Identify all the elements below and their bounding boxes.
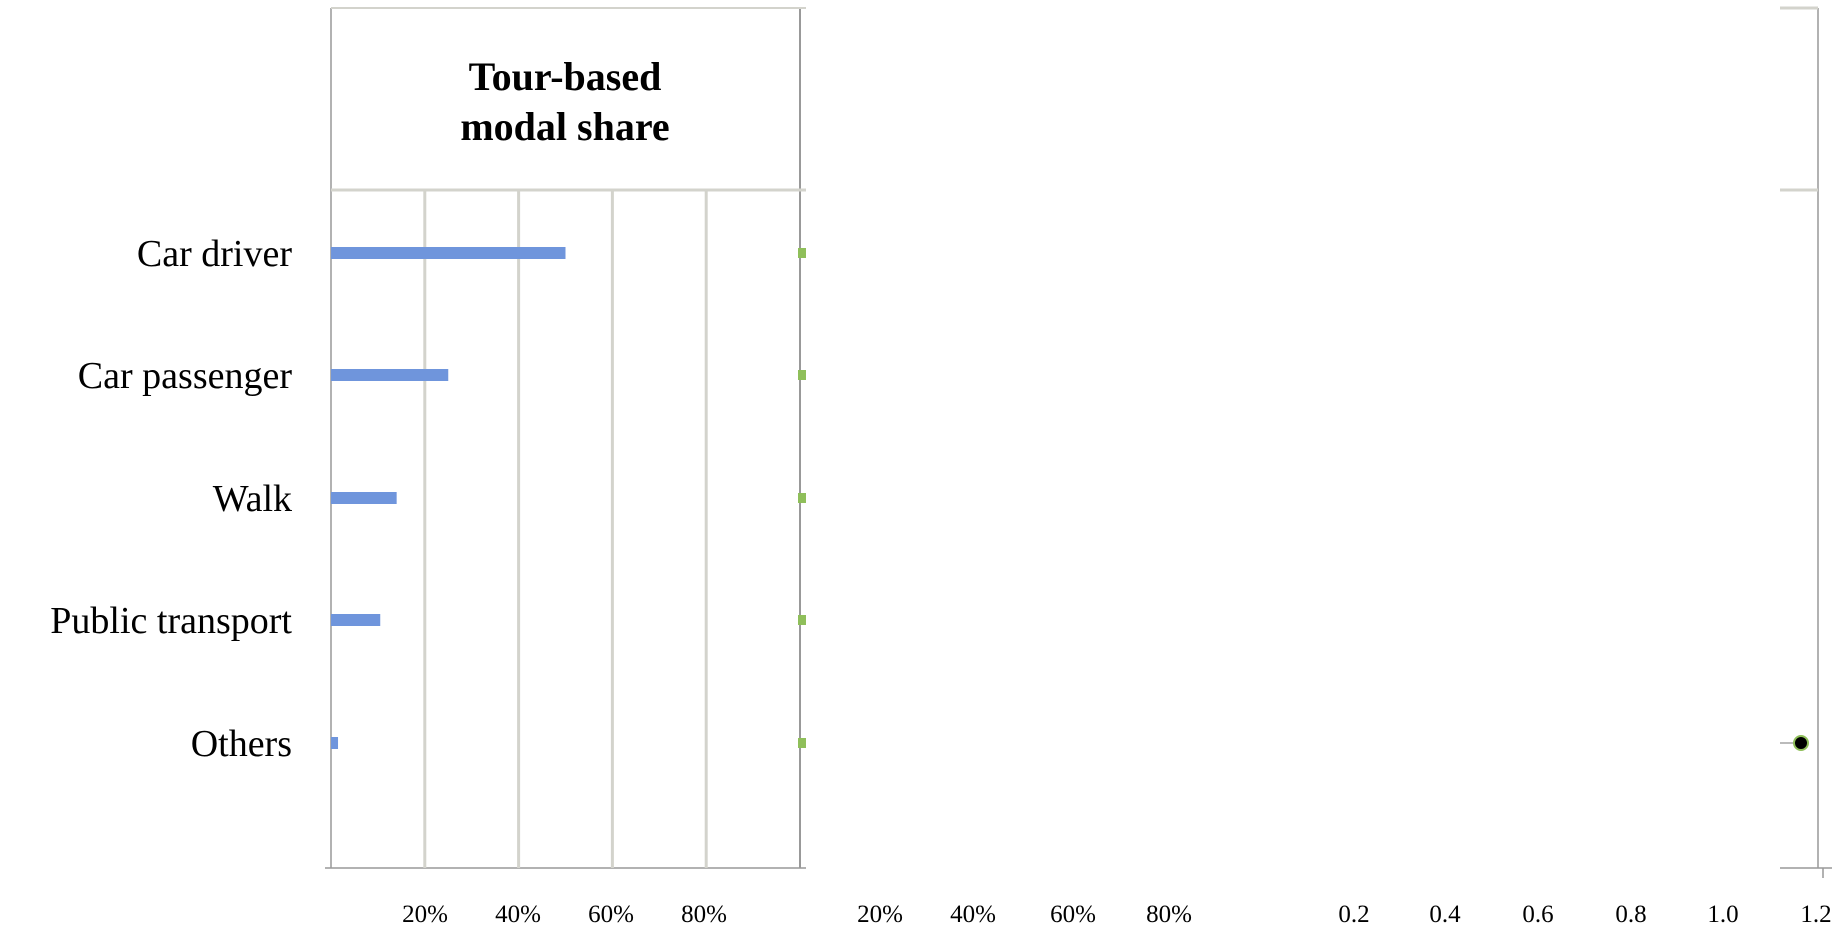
chart-title-line-2: modal share — [460, 104, 669, 149]
tick-label-p3-3: 0.6 — [1522, 901, 1553, 928]
marker-3 — [798, 493, 806, 503]
gridlines — [423, 190, 708, 868]
tick-label-p1-3: 60% — [588, 901, 634, 928]
tick-label-p2-1: 20% — [857, 901, 903, 928]
category-label-4: Public transport — [50, 600, 292, 642]
bar-2 — [331, 369, 449, 381]
category-label-1: Car driver — [137, 233, 292, 275]
data-point-others — [1793, 735, 1809, 751]
bar-3 — [331, 492, 397, 504]
bar-1 — [331, 247, 566, 259]
tick-label-p3-4: 0.8 — [1615, 901, 1646, 928]
chart-title-line-1: Tour-based — [469, 54, 662, 99]
tick-label-p2-2: 40% — [950, 901, 996, 928]
marker-2 — [798, 370, 806, 380]
category-labels: Car driver Car passenger Walk Public transp… — [50, 233, 292, 765]
tick-labels: 20% 40% 60% 80% 20% 40% 60% 80% 0.2 0.4 0.6 0.8 1.0 1… — [402, 901, 1832, 928]
marker-1 — [798, 248, 806, 258]
tick-label-p3-5: 1.0 — [1707, 901, 1738, 928]
tick-label-p1-2: 40% — [495, 901, 541, 928]
bar-4 — [331, 614, 381, 626]
tick-label-p3-6: 1.2 — [1800, 901, 1831, 928]
tick-label-p2-3: 60% — [1050, 901, 1096, 928]
tick-label-p1-1: 20% — [402, 901, 448, 928]
tick-label-p2-4: 80% — [1146, 901, 1192, 928]
tick-label-p3-2: 0.4 — [1429, 901, 1461, 928]
tick-label-p1-4: 80% — [681, 901, 727, 928]
chart-frame — [325, 6, 1832, 878]
marker-4 — [798, 615, 806, 625]
bar-5 — [331, 737, 339, 749]
category-label-5: Others — [191, 723, 292, 765]
chart-title: Tour-based modal share — [460, 54, 669, 149]
category-label-2: Car passenger — [78, 355, 293, 397]
tick-label-p3-1: 0.2 — [1338, 901, 1369, 928]
panel-markers — [798, 248, 1809, 751]
bar-series — [331, 247, 566, 749]
category-label-3: Walk — [213, 478, 292, 520]
marker-5 — [798, 738, 806, 748]
